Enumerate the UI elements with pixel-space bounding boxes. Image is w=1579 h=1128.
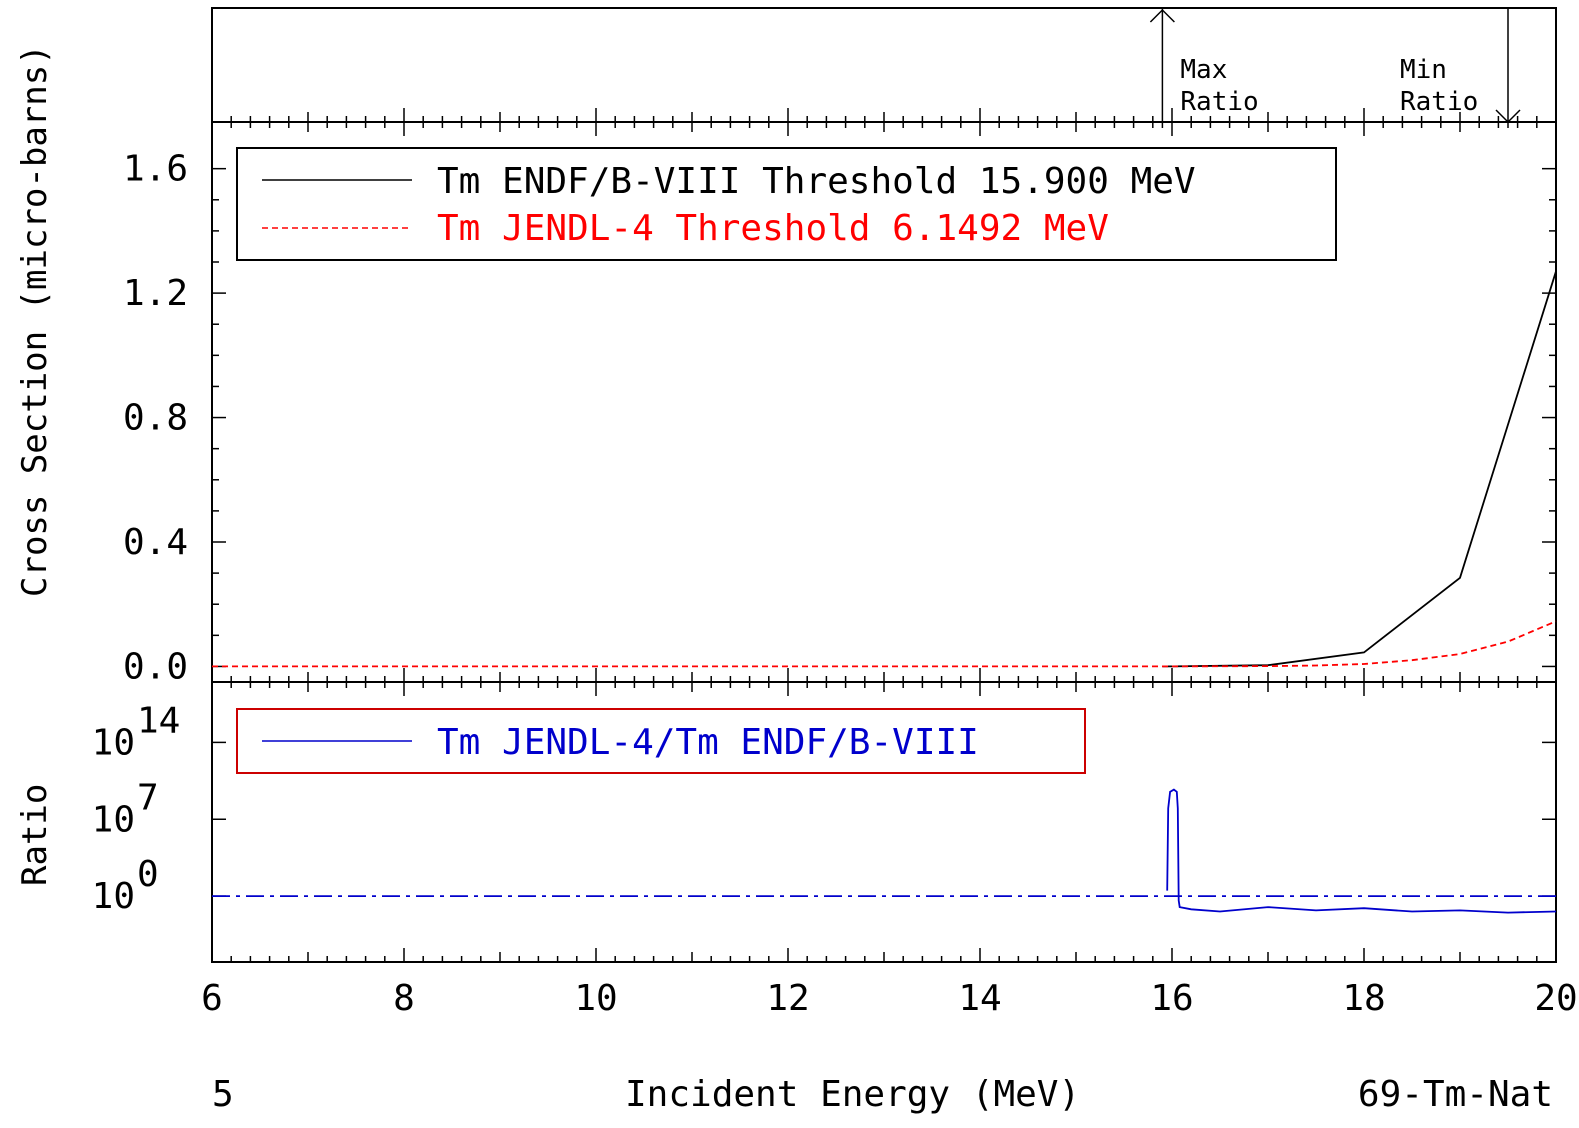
x-axis-ticks: 6 8 10 12 14 16 18 20 [201,108,1578,1019]
x-tick-label: 10 [574,978,617,1019]
footer-left: 5 [212,1074,234,1115]
y-axis-label-cross-section: Cross Section (micro-barns) [15,44,55,597]
x-tick-label: 6 [201,978,223,1019]
y-tick-label: 1.6 [123,149,188,190]
marker-label: Ratio [1400,87,1478,117]
y-tick-label: 10 [92,876,135,917]
y-tick-label-exponent: 7 [137,777,159,818]
series-endf-line [1162,271,1557,668]
y-tick-label: 0.0 [123,646,188,687]
y-tick-label: 0.8 [123,398,188,439]
x-tick-label: 12 [766,978,809,1019]
x-tick-label: 14 [958,978,1001,1019]
marker-arrow-up [1149,8,1175,23]
x-tick-label: 20 [1534,978,1577,1019]
footer-right: 69-Tm-Nat [1358,1074,1553,1115]
marker-label: Ratio [1180,87,1258,117]
legend-label-ratio: Tm JENDL-4/Tm ENDF/B-VIII [437,722,979,763]
y-tick-label: 10 [92,722,135,763]
x-tick-label: 18 [1342,978,1385,1019]
series-ratio-line [1166,788,1557,914]
x-tick-label: 8 [393,978,415,1019]
y-axis-label-ratio: Ratio [15,784,55,886]
y-tick-label: 0.4 [123,522,188,563]
legend-label-jendl: Tm JENDL-4 Threshold 6.1492 MeV [437,208,1109,249]
x-axis-label: Incident Energy (MeV) [625,1074,1080,1115]
y-tick-label-exponent: 0 [137,854,159,895]
x-tick-label: 16 [1150,978,1193,1019]
y-tick-label-exponent: 14 [137,700,180,741]
legend-main: Tm ENDF/B-VIII Threshold 15.900 MeV Tm J… [236,147,1337,261]
legend-ratio: Tm JENDL-4/Tm ENDF/B-VIII [236,708,1086,774]
y-tick-label: 1.2 [123,273,188,314]
top-panel-frame [211,7,1557,123]
legend-main-box [236,147,1337,261]
legend-label-endf: Tm ENDF/B-VIII Threshold 15.900 MeV [437,161,1196,202]
y-tick-label: 10 [92,799,135,840]
ratio-series [212,788,1557,914]
series-jendl-line [212,620,1557,668]
marker-label: Max [1180,55,1227,85]
cross-section-series [212,271,1557,668]
y-axis-ticks-main: 0.0 0.4 0.8 1.2 1.6 [123,149,1556,687]
marker-arrow-down [1495,109,1521,124]
marker-label: Min [1400,55,1447,85]
